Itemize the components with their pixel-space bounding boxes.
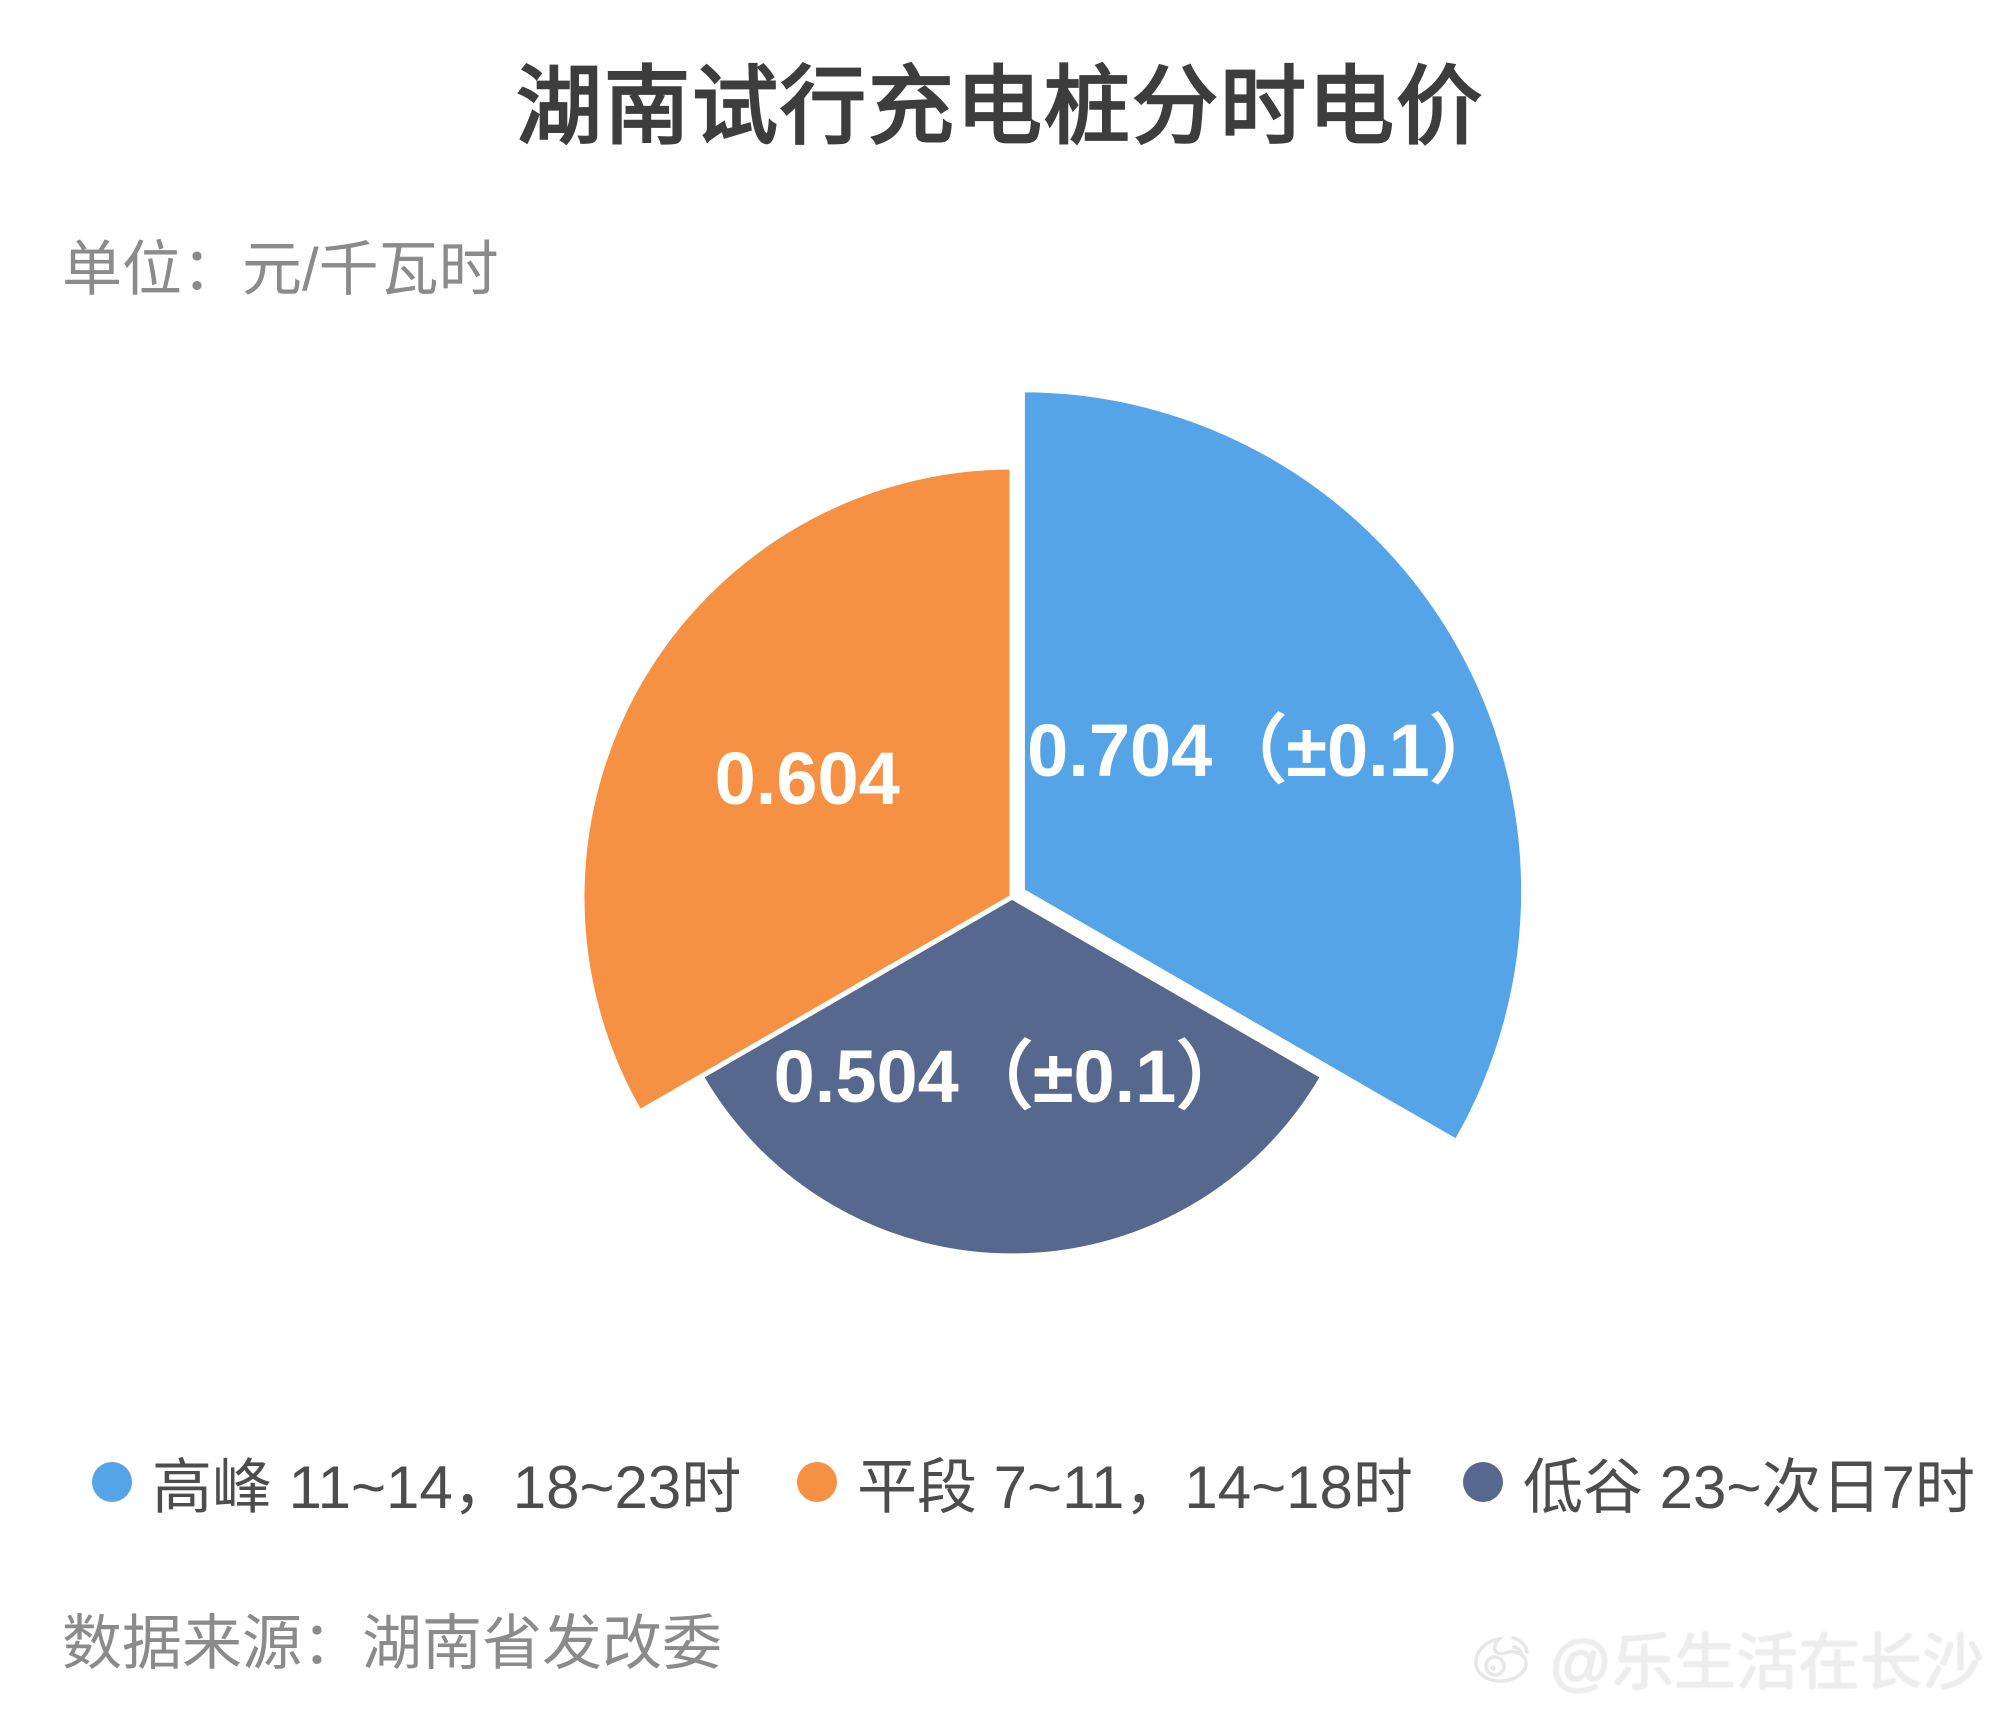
source-note: 数据来源：湖南省发改委 [62,1610,722,1677]
legend-swatch-peak [92,1462,132,1502]
pie-slice-label-2: 0.604 [715,737,900,820]
legend-label-flat: 平段 7~11，14~18时 [857,1453,1413,1521]
pie-slice-label-0: 0.704（±0.1） [1027,709,1504,792]
legend-swatch-valley [1463,1462,1503,1502]
watermark: @乐生活在长沙 [1469,1612,1984,1702]
legend-item-valley: 低谷 23~次日7时 [1463,1445,1975,1521]
legend-label-valley: 低谷 23~次日7时 [1523,1453,1975,1521]
pie-slice-0 [1019,387,1527,1145]
legend-swatch-flat [797,1462,837,1502]
legend-label-peak: 高峰 11~14，18~23时 [152,1453,742,1521]
weibo-icon [1474,1636,1529,1683]
legend-item-flat: 平段 7~11，14~18时 [797,1445,1413,1521]
watermark-text: @乐生活在长沙 [1549,1629,1984,1698]
page-title: 湖南试行充电桩分时电价 [516,59,1484,155]
legend-item-peak: 高峰 11~14，18~23时 [92,1445,741,1521]
pie-slice-label-1: 0.504（±0.1） [774,1035,1251,1118]
legend: 高峰 11~14，18~23时 平段 7~11，14~18时 低谷 23~次日7… [0,1445,2000,1521]
pie-slice-2 [579,464,1015,1115]
unit-note: 单位：元/千瓦时 [62,236,499,303]
